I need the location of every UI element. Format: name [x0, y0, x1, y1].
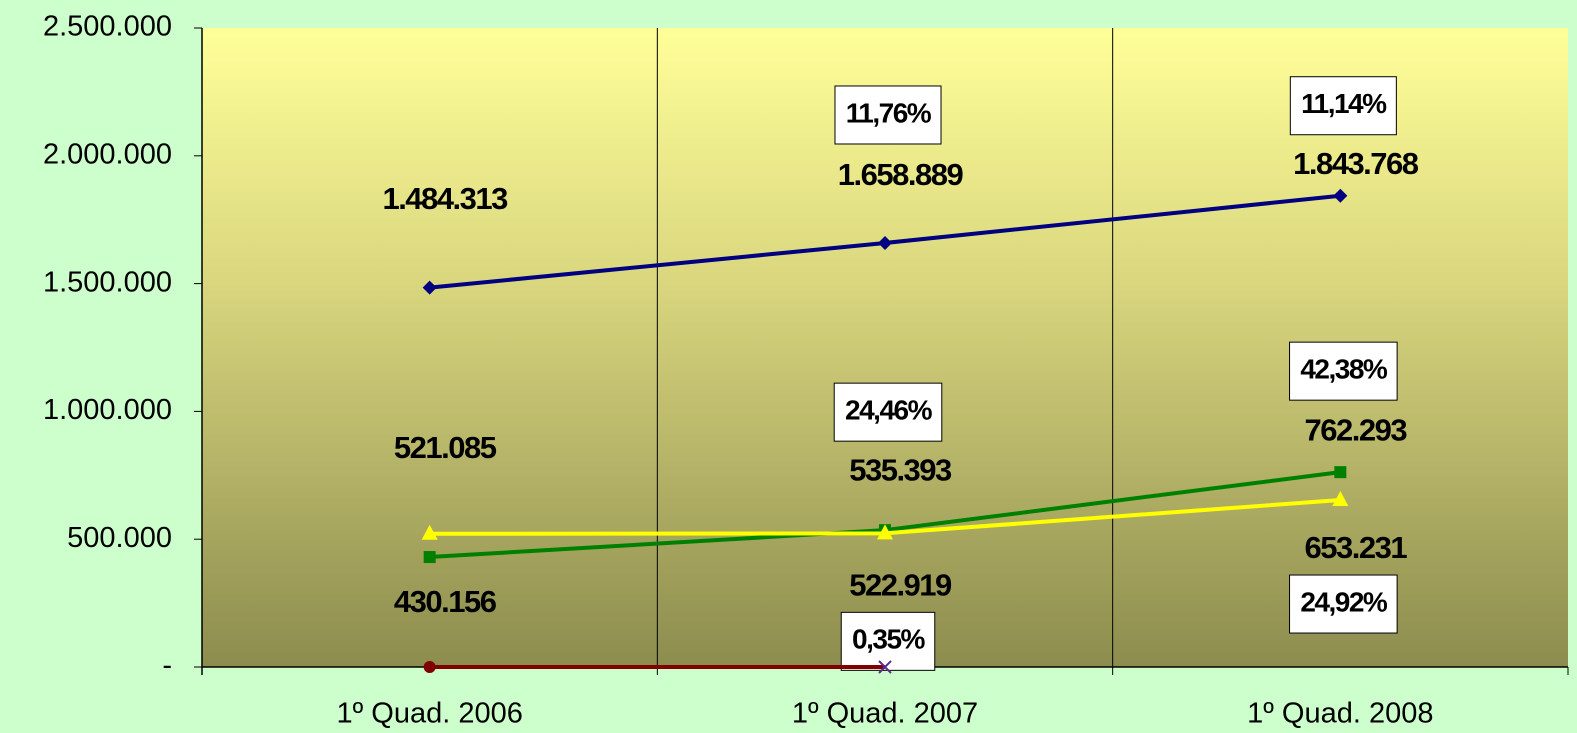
value-label: 653.231: [1305, 530, 1408, 565]
change-label: 24,92%: [1300, 586, 1388, 617]
value-label: 1.843.768: [1293, 146, 1419, 181]
x-tick-label: 1º Quad. 2007: [792, 698, 978, 730]
change-label: 11,14%: [1301, 88, 1387, 119]
marker: [878, 660, 892, 674]
marker: [1333, 188, 1348, 203]
y-tick-label: 1.000.000: [43, 394, 172, 426]
change-label: 0,35%: [852, 624, 925, 655]
y-tick-label: 500.000: [67, 522, 172, 554]
change-label: 24,46%: [845, 395, 933, 426]
marker: [422, 280, 437, 295]
value-label: 521.085: [394, 430, 497, 465]
y-tick-label: -: [162, 650, 172, 682]
change-label: 42,38%: [1300, 354, 1388, 385]
marker: [1334, 466, 1347, 479]
y-tick-label: 1.500.000: [43, 266, 172, 298]
change-label-box: [1289, 76, 1397, 136]
change-label-box: [834, 85, 942, 145]
marker: [423, 661, 436, 673]
y-tick-label: 2.500.000: [43, 11, 172, 43]
value-label: 430.156: [394, 584, 497, 619]
value-label: 535.393: [849, 452, 952, 487]
change-label: 11,76%: [846, 97, 932, 128]
x-tick-label: 1º Quad. 2006: [336, 698, 522, 730]
marker: [877, 524, 893, 540]
marker: [423, 551, 436, 564]
marker: [1332, 491, 1349, 507]
x-tick-label: 1º Quad. 2008: [1247, 698, 1433, 730]
change-label-box: [1289, 574, 1398, 634]
change-label-box: [1289, 341, 1398, 401]
change-label-box: [840, 611, 936, 671]
marker: [421, 524, 438, 540]
value-label: 762.293: [1305, 412, 1408, 447]
value-label: 522.919: [849, 568, 952, 603]
y-tick-label: 2.000.000: [43, 138, 172, 170]
change-label-box: [833, 382, 943, 442]
value-label: 1.484.313: [382, 181, 508, 216]
marker: [878, 235, 892, 250]
value-label: 1.658.889: [838, 157, 964, 192]
